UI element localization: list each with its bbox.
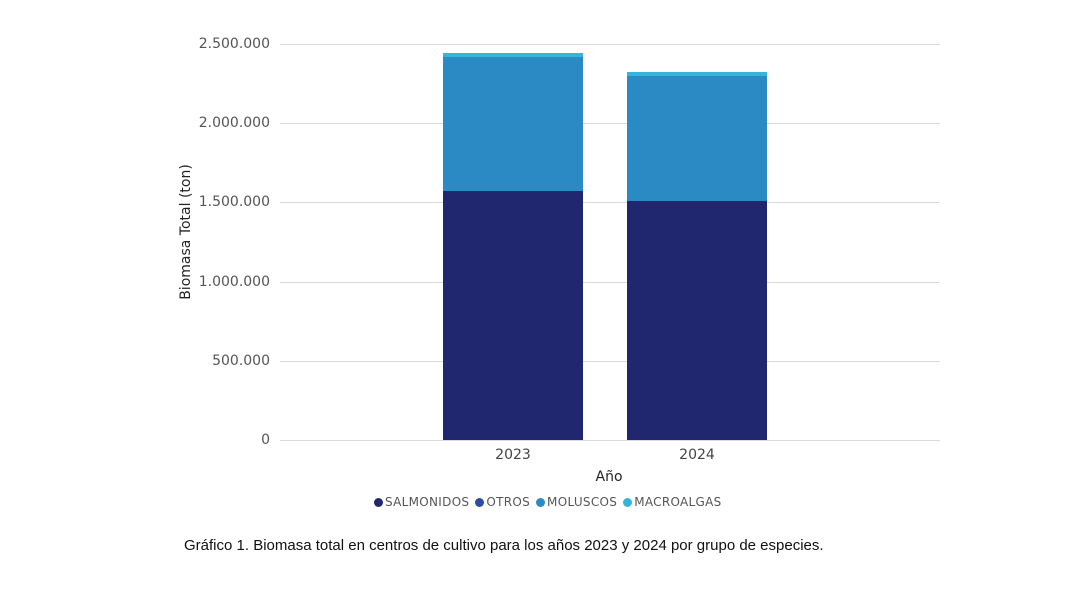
bar-segment-salmonidos[interactable]: [627, 200, 767, 440]
figure-caption: Gráfico 1. Biomasa total en centros de c…: [184, 537, 824, 554]
x-axis-label: Año: [595, 469, 623, 485]
x-tick-label: 2024: [679, 447, 715, 463]
y-tick-label: 0: [261, 432, 270, 448]
bar-segment-salmonidos[interactable]: [443, 191, 583, 440]
legend-dot-icon: [374, 497, 383, 507]
legend-label: SALMONIDOS: [385, 495, 470, 509]
gridline: [280, 44, 940, 45]
legend-dot-icon: [536, 497, 546, 507]
bar-segment-macroalgas[interactable]: [443, 53, 583, 57]
legend-item-moluscos[interactable]: MOLUSCOS: [536, 495, 617, 509]
y-tick-label: 2.000.000: [198, 115, 270, 132]
bar-segment-macroalgas[interactable]: [627, 72, 767, 76]
gridline: [280, 202, 940, 204]
y-tick-label: 1.000.000: [198, 273, 270, 290]
legend-dot-icon: [475, 497, 485, 507]
bar-2023[interactable]: [443, 53, 583, 440]
y-tick-label: 2.500.000: [198, 36, 270, 52]
gridline: [280, 281, 940, 283]
legend-item-otros[interactable]: OTROS: [475, 495, 530, 509]
bar-segment-moluscos[interactable]: [443, 57, 583, 191]
legend-label: MACROALGAS: [634, 495, 722, 509]
gridline: [280, 123, 940, 125]
legend-dot-icon: [623, 497, 633, 507]
gridline: [280, 440, 940, 441]
legend: SALMONIDOS OTROS MOLUSCOS MACROALGAS: [374, 495, 722, 509]
plot-area: [280, 44, 940, 441]
bar-2024[interactable]: [627, 72, 767, 440]
y-tick-label: 500.000: [212, 352, 270, 369]
legend-item-macroalgas[interactable]: MACROALGAS: [623, 495, 721, 509]
x-tick-label: 2023: [495, 447, 531, 463]
y-tick-label: 1.500.000: [198, 194, 270, 211]
gridline: [280, 360, 940, 362]
legend-label: MOLUSCOS: [547, 495, 618, 509]
bar-segment-moluscos[interactable]: [627, 76, 767, 201]
legend-item-salmonidos[interactable]: SALMONIDOS: [374, 495, 469, 509]
legend-label: OTROS: [486, 495, 531, 509]
